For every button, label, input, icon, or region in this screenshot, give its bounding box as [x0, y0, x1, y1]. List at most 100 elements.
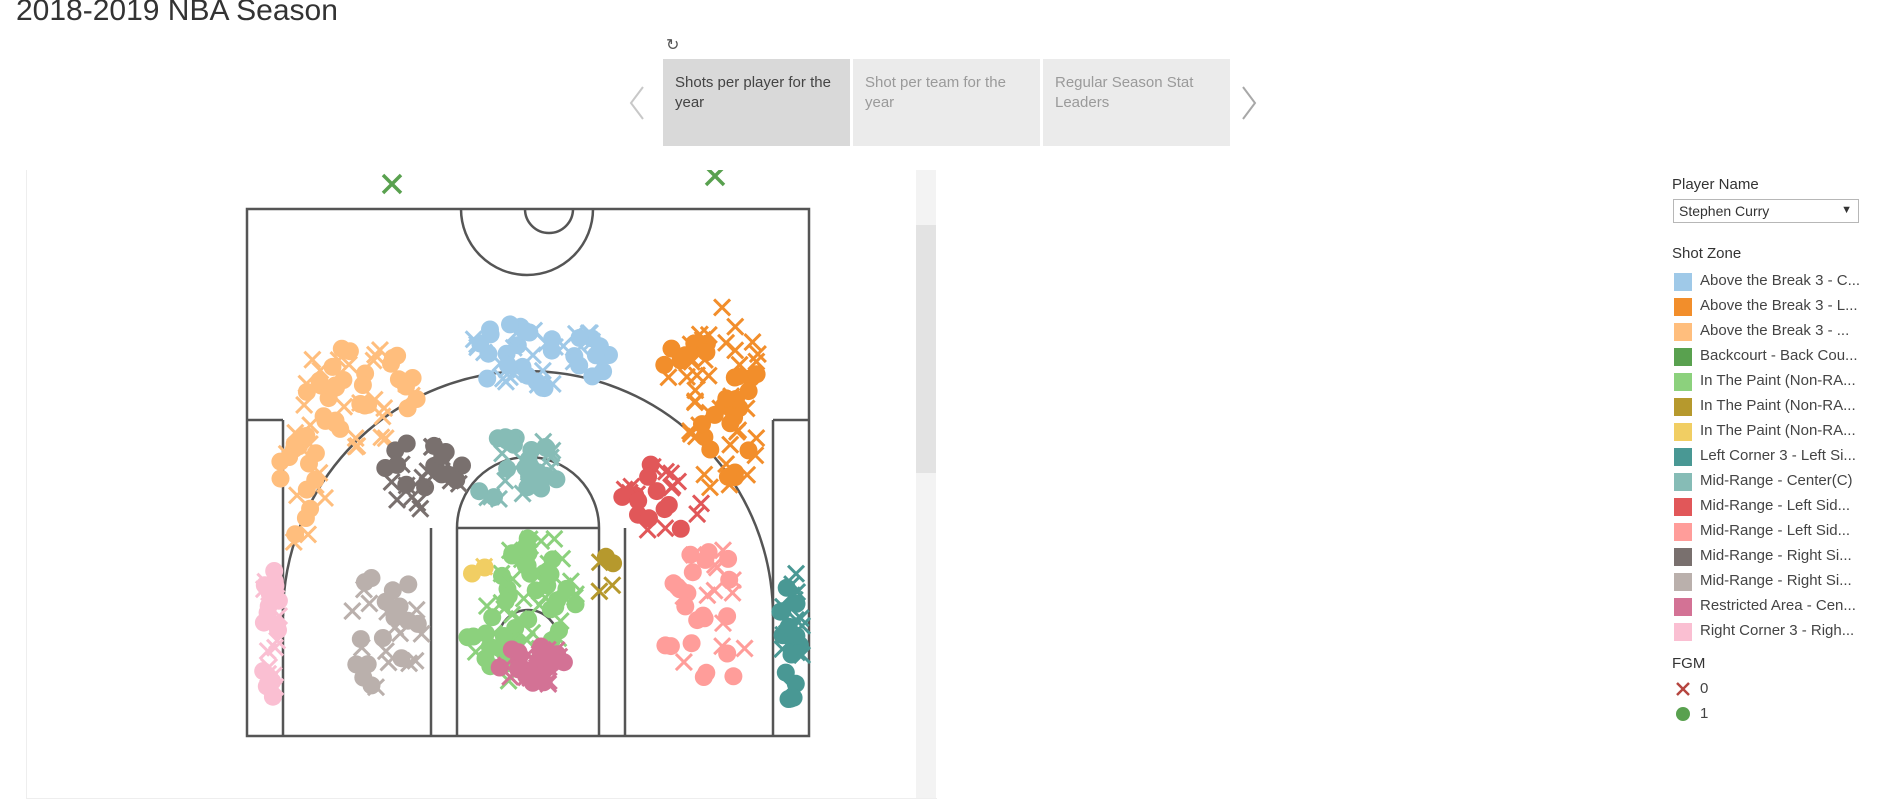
shot-made-mark[interactable]: [306, 470, 325, 489]
shot-made-mark[interactable]: [676, 597, 695, 616]
shot-made-mark[interactable]: [717, 389, 736, 408]
shot-made-mark[interactable]: [629, 491, 648, 510]
shot-missed-mark[interactable]: [713, 541, 733, 560]
shot-missed-mark[interactable]: [258, 641, 277, 661]
shot-made-mark[interactable]: [554, 653, 573, 672]
shot-made-mark[interactable]: [662, 339, 681, 358]
player-name-dropdown[interactable]: Stephen Curry ▼: [1673, 199, 1859, 223]
shot-missed-mark[interactable]: [713, 614, 733, 633]
shot-made-mark[interactable]: [647, 482, 666, 501]
shot-missed-mark[interactable]: [381, 173, 403, 195]
shot-made-mark[interactable]: [280, 448, 299, 466]
shot-made-mark[interactable]: [398, 611, 417, 630]
shot-made-mark[interactable]: [699, 543, 718, 562]
shot-made-mark[interactable]: [489, 638, 508, 657]
shot-missed-mark[interactable]: [561, 572, 580, 591]
shot-made-mark[interactable]: [676, 346, 695, 365]
shot-made-mark[interactable]: [382, 354, 400, 373]
legend-item[interactable]: Right Corner 3 - Righ...: [1674, 620, 1874, 645]
shot-made-mark[interactable]: [478, 369, 497, 388]
shot-made-mark[interactable]: [776, 663, 795, 682]
shot-missed-mark[interactable]: [297, 374, 316, 393]
shot-missed-mark[interactable]: [343, 602, 362, 621]
shot-missed-mark[interactable]: [504, 338, 523, 357]
shot-made-mark[interactable]: [739, 441, 758, 460]
shot-missed-mark[interactable]: [497, 656, 516, 675]
shot-made-mark[interactable]: [498, 356, 517, 375]
shot-chart-panel[interactable]: [26, 170, 937, 799]
shot-made-mark[interactable]: [694, 606, 713, 625]
shot-missed-mark[interactable]: [418, 462, 437, 481]
shot-missed-mark[interactable]: [700, 478, 720, 497]
shot-made-mark[interactable]: [383, 581, 402, 600]
legend-item[interactable]: Mid-Range - Right Si...: [1674, 570, 1874, 595]
shot-made-mark[interactable]: [509, 643, 528, 662]
shot-made-mark[interactable]: [362, 676, 381, 695]
shot-made-mark[interactable]: [541, 600, 560, 619]
shot-made-mark[interactable]: [347, 655, 366, 674]
shot-made-mark[interactable]: [596, 547, 615, 566]
shot-made-mark[interactable]: [314, 407, 333, 426]
shot-missed-mark[interactable]: [656, 462, 676, 481]
shot-made-mark[interactable]: [257, 576, 276, 595]
shot-missed-mark[interactable]: [493, 444, 512, 463]
shot-missed-mark[interactable]: [705, 581, 724, 600]
shot-made-mark[interactable]: [286, 525, 305, 544]
shot-made-mark[interactable]: [447, 471, 466, 489]
shot-made-mark[interactable]: [520, 323, 539, 342]
shot-missed-mark[interactable]: [533, 361, 552, 380]
shot-made-mark[interactable]: [332, 339, 351, 358]
shot-made-mark[interactable]: [701, 440, 720, 459]
shot-missed-mark[interactable]: [656, 519, 675, 538]
shot-made-mark[interactable]: [537, 439, 556, 458]
shot-made-mark[interactable]: [718, 644, 737, 663]
shot-made-mark[interactable]: [498, 459, 517, 478]
shot-marks[interactable]: [254, 170, 812, 708]
shot-missed-mark[interactable]: [260, 597, 279, 616]
shot-missed-mark[interactable]: [539, 674, 558, 693]
shot-made-mark[interactable]: [747, 365, 766, 384]
shot-made-mark[interactable]: [661, 637, 680, 656]
shot-missed-mark[interactable]: [311, 361, 330, 380]
legend-item[interactable]: In The Paint (Non-RA...: [1674, 395, 1874, 420]
shot-missed-mark[interactable]: [603, 576, 622, 595]
shot-missed-mark[interactable]: [492, 564, 511, 583]
shot-made-mark[interactable]: [463, 564, 481, 583]
shot-missed-mark[interactable]: [704, 170, 726, 187]
shot-made-mark[interactable]: [297, 427, 316, 445]
shot-made-mark[interactable]: [613, 487, 632, 506]
legend-item[interactable]: Above the Break 3 - L...: [1674, 295, 1874, 320]
shot-missed-mark[interactable]: [365, 345, 385, 364]
shot-missed-mark[interactable]: [713, 298, 732, 317]
shot-made-mark[interactable]: [693, 415, 711, 434]
shot-made-mark[interactable]: [271, 469, 290, 488]
shot-made-mark[interactable]: [464, 627, 483, 646]
shot-missed-mark[interactable]: [726, 341, 745, 360]
shot-missed-mark[interactable]: [743, 332, 762, 352]
shot-missed-mark[interactable]: [310, 463, 329, 482]
fgm-legend-item-0[interactable]: 0: [1674, 678, 1824, 703]
shot-missed-mark[interactable]: [787, 643, 806, 662]
shot-missed-mark[interactable]: [388, 490, 407, 509]
shot-missed-mark[interactable]: [774, 625, 793, 644]
shot-made-mark[interactable]: [496, 592, 515, 611]
story-point-stat-leaders[interactable]: Regular Season Stat Leaders: [1043, 59, 1230, 146]
shot-missed-mark[interactable]: [717, 455, 736, 474]
shot-made-mark[interactable]: [268, 615, 287, 634]
shot-made-mark[interactable]: [682, 634, 701, 653]
shot-missed-mark[interactable]: [315, 488, 335, 507]
shot-missed-mark[interactable]: [266, 677, 285, 697]
shot-made-mark[interactable]: [296, 509, 315, 527]
shot-missed-mark[interactable]: [556, 590, 576, 609]
shot-missed-mark[interactable]: [793, 646, 812, 665]
shot-made-mark[interactable]: [534, 673, 553, 692]
shot-chart[interactable]: [27, 170, 927, 798]
story-point-shots-per-team[interactable]: Shot per team for the year: [853, 59, 1040, 146]
shot-made-mark[interactable]: [729, 367, 748, 386]
shot-made-mark[interactable]: [263, 672, 282, 691]
shot-missed-mark[interactable]: [711, 399, 730, 418]
shot-made-mark[interactable]: [541, 565, 560, 584]
shot-missed-mark[interactable]: [590, 582, 609, 601]
shot-missed-mark[interactable]: [786, 610, 806, 629]
shot-made-mark[interactable]: [353, 376, 372, 394]
